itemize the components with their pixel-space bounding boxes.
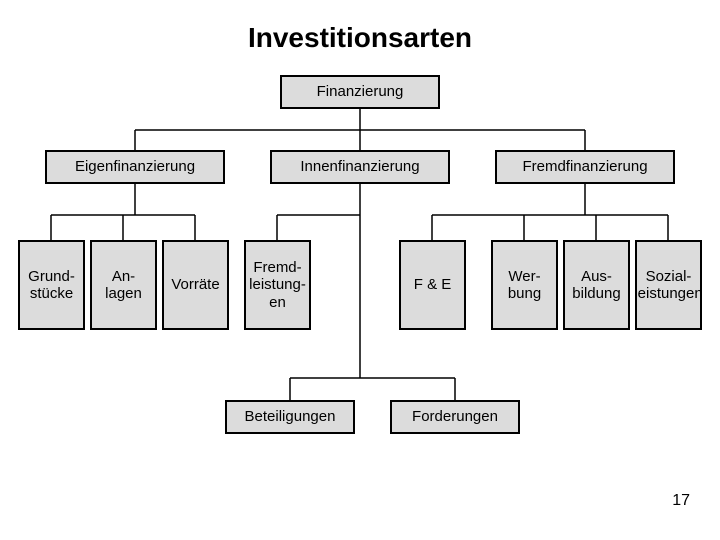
node-low1: Beteiligungen bbox=[225, 400, 355, 434]
page-title: Investitionsarten bbox=[0, 22, 720, 54]
node-leaf7: Aus-bildung bbox=[563, 240, 630, 330]
node-leaf2: An-lagen bbox=[90, 240, 157, 330]
node-cat2: Innenfinanzierung bbox=[270, 150, 450, 184]
node-leaf6: Wer-bung bbox=[491, 240, 558, 330]
node-leaf1: Grund-stücke bbox=[18, 240, 85, 330]
node-cat1: Eigenfinanzierung bbox=[45, 150, 225, 184]
node-leaf5: F & E bbox=[399, 240, 466, 330]
node-leaf8: Sozial-leistungen bbox=[635, 240, 702, 330]
node-leaf3: Vorräte bbox=[162, 240, 229, 330]
node-leaf4: Fremd-leistung-en bbox=[244, 240, 311, 330]
node-root: Finanzierung bbox=[280, 75, 440, 109]
page-number: 17 bbox=[672, 492, 690, 510]
node-low2: Forderungen bbox=[390, 400, 520, 434]
node-cat3: Fremdfinanzierung bbox=[495, 150, 675, 184]
